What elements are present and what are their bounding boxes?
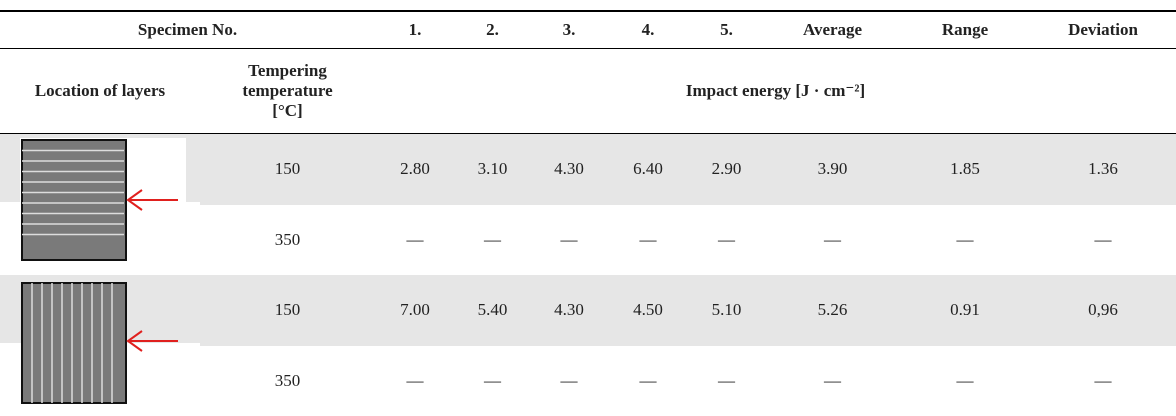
column-header: 2. xyxy=(455,11,530,49)
header-row: Specimen No. 1. 2. 3. 4. 5. Average Rang… xyxy=(0,11,1176,49)
value-cell: 3.90 xyxy=(765,134,900,205)
temperature-cell: 350 xyxy=(200,346,375,416)
value-cell: — xyxy=(530,205,608,276)
value-cell: — xyxy=(455,205,530,276)
value-cell: — xyxy=(455,346,530,416)
layer-image xyxy=(0,275,200,411)
value-cell: — xyxy=(375,205,455,276)
column-header: Average xyxy=(765,11,900,49)
temperature-cell: 350 xyxy=(200,205,375,276)
value-cell: 0.91 xyxy=(900,275,1030,346)
value-cell: 3.10 xyxy=(455,134,530,205)
tempering-text: Tempering temperature [°C] xyxy=(233,61,343,121)
image-cell xyxy=(0,134,200,276)
location-header: Location of layers xyxy=(0,49,200,134)
value-cell: — xyxy=(1030,346,1176,416)
impact-table: Specimen No. 1. 2. 3. 4. 5. Average Rang… xyxy=(0,10,1176,416)
column-header: 1. xyxy=(375,11,455,49)
value-cell: — xyxy=(900,346,1030,416)
value-cell: 0,96 xyxy=(1030,275,1176,346)
column-header: 3. xyxy=(530,11,608,49)
page: Specimen No. 1. 2. 3. 4. 5. Average Rang… xyxy=(0,0,1176,406)
column-header: 5. xyxy=(688,11,765,49)
value-cell: — xyxy=(900,205,1030,276)
value-cell: 4.50 xyxy=(608,275,688,346)
impact-header: Impact energy [J · cm⁻²] xyxy=(375,49,1176,134)
column-header: Deviation xyxy=(1030,11,1176,49)
header-row: Location of layers Tempering temperature… xyxy=(0,49,1176,134)
value-cell: — xyxy=(688,205,765,276)
tempering-header: Tempering temperature [°C] xyxy=(200,49,375,134)
column-header: Range xyxy=(900,11,1030,49)
value-cell: 6.40 xyxy=(608,134,688,205)
value-cell: — xyxy=(688,346,765,416)
temperature-cell: 150 xyxy=(200,134,375,205)
value-cell: 4.30 xyxy=(530,275,608,346)
value-cell: — xyxy=(1030,205,1176,276)
value-cell: — xyxy=(530,346,608,416)
value-cell: — xyxy=(608,205,688,276)
value-cell: 1.85 xyxy=(900,134,1030,205)
value-cell: 5.40 xyxy=(455,275,530,346)
value-cell: — xyxy=(608,346,688,416)
value-cell: 1.36 xyxy=(1030,134,1176,205)
image-cell xyxy=(0,275,200,416)
value-cell: 7.00 xyxy=(375,275,455,346)
value-cell: — xyxy=(765,346,900,416)
value-cell: 5.26 xyxy=(765,275,900,346)
specimen-header: Specimen No. xyxy=(0,11,375,49)
value-cell: 2.80 xyxy=(375,134,455,205)
value-cell: 5.10 xyxy=(688,275,765,346)
value-cell: 4.30 xyxy=(530,134,608,205)
temperature-cell: 150 xyxy=(200,275,375,346)
value-cell: — xyxy=(765,205,900,276)
value-cell: 2.90 xyxy=(688,134,765,205)
column-header: 4. xyxy=(608,11,688,49)
value-cell: — xyxy=(375,346,455,416)
layer-image xyxy=(0,134,200,270)
